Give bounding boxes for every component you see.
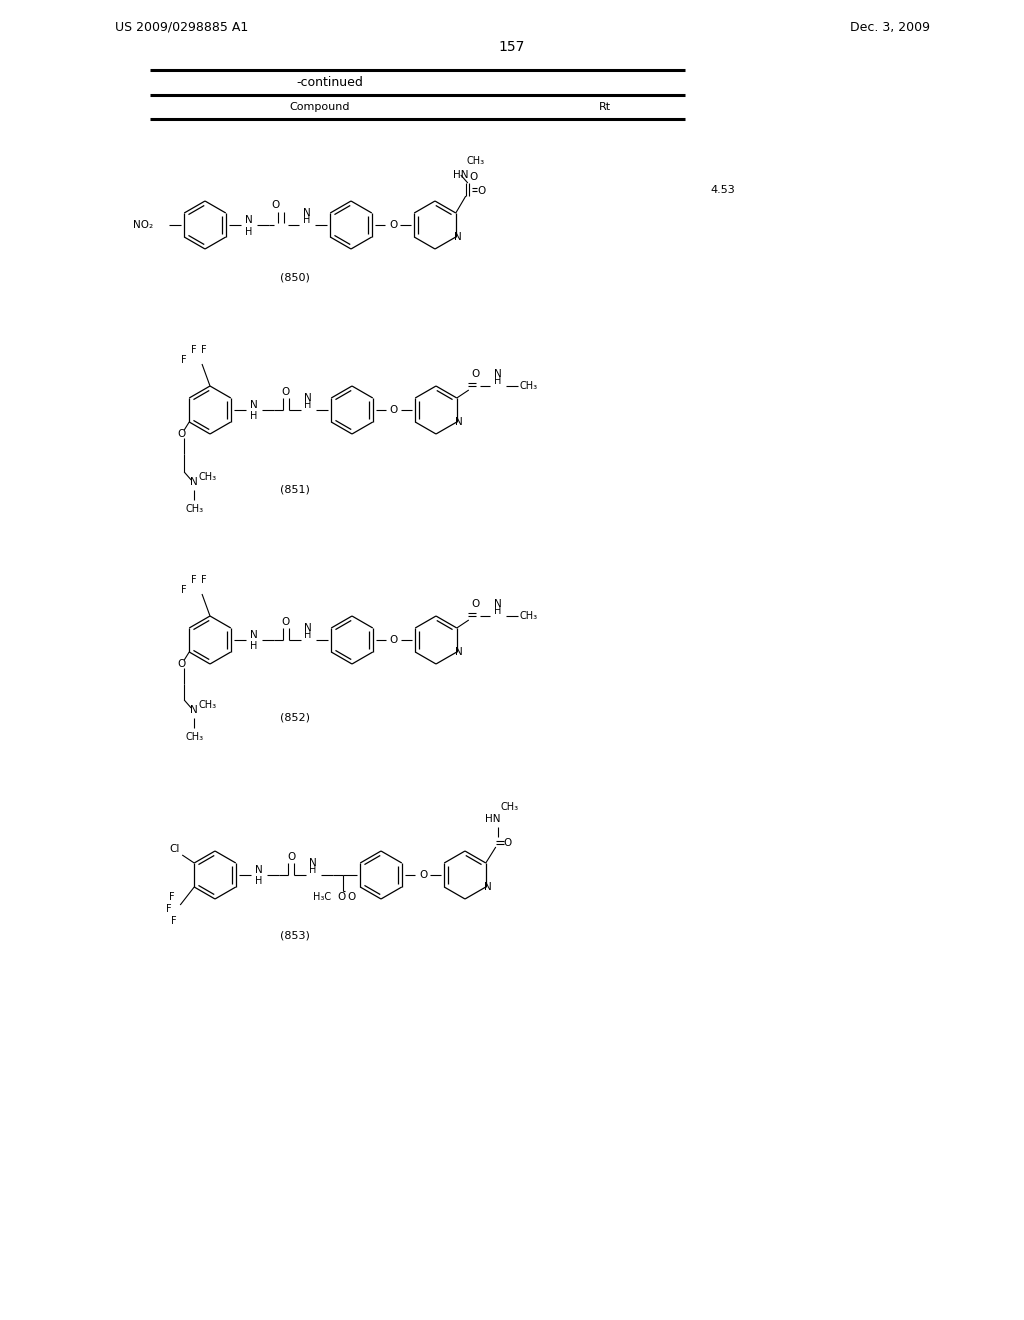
Text: N: N [255, 865, 263, 875]
Text: N: N [250, 630, 258, 640]
Text: CH₃: CH₃ [185, 504, 204, 513]
Text: H: H [309, 865, 316, 875]
Text: H: H [250, 411, 258, 421]
Text: O: O [389, 220, 397, 230]
Text: O: O [272, 201, 281, 210]
Text: O: O [177, 429, 185, 440]
Text: CH₃: CH₃ [199, 473, 216, 482]
Text: O: O [390, 635, 398, 645]
Text: CH₃: CH₃ [501, 803, 519, 812]
Text: F: F [191, 576, 197, 585]
Text: CH₃: CH₃ [520, 381, 538, 391]
Text: N: N [245, 215, 253, 224]
Text: H: H [303, 215, 310, 224]
Text: CH₃: CH₃ [199, 700, 216, 710]
Text: F: F [181, 585, 186, 595]
Text: F: F [201, 576, 207, 585]
Text: HN: HN [453, 170, 469, 180]
Text: H: H [255, 876, 263, 886]
Text: N: N [455, 647, 463, 657]
Text: O: O [337, 892, 345, 902]
Text: N: N [454, 232, 462, 242]
Text: NO₂: NO₂ [133, 220, 153, 230]
Text: H: H [304, 400, 311, 411]
Text: (850): (850) [280, 272, 310, 282]
Text: O: O [287, 851, 295, 862]
Text: O: O [470, 172, 478, 182]
Text: H₃C: H₃C [313, 892, 331, 902]
Text: 4.53: 4.53 [710, 185, 735, 195]
Text: N: N [455, 417, 463, 426]
Text: O: O [477, 186, 486, 195]
Text: -continued: -continued [297, 77, 364, 90]
Text: O: O [419, 870, 427, 880]
Text: F: F [201, 345, 207, 355]
Text: N: N [190, 705, 198, 715]
Text: O: O [390, 405, 398, 414]
Text: (852): (852) [280, 713, 310, 723]
Text: CH₃: CH₃ [467, 156, 484, 166]
Text: O: O [347, 892, 355, 902]
Text: 157: 157 [499, 40, 525, 54]
Text: N: N [484, 882, 492, 892]
Text: US 2009/0298885 A1: US 2009/0298885 A1 [115, 21, 248, 33]
Text: H: H [495, 376, 502, 385]
Text: N: N [494, 599, 502, 609]
Text: H: H [495, 606, 502, 616]
Text: Dec. 3, 2009: Dec. 3, 2009 [850, 21, 930, 33]
Text: F: F [181, 355, 186, 366]
Text: O: O [282, 616, 290, 627]
Text: N: N [190, 477, 198, 487]
Text: Cl: Cl [169, 843, 179, 854]
Text: F: F [169, 892, 175, 902]
Text: CH₃: CH₃ [520, 611, 538, 620]
Text: O: O [472, 370, 480, 379]
Text: HN: HN [485, 814, 501, 824]
Text: N: N [304, 393, 312, 403]
Text: N: N [309, 858, 316, 869]
Text: H: H [250, 642, 258, 651]
Text: (851): (851) [280, 484, 310, 495]
Text: O: O [177, 659, 185, 669]
Text: Compound: Compound [290, 102, 350, 112]
Text: N: N [303, 209, 311, 218]
Text: F: F [171, 916, 177, 927]
Text: N: N [304, 623, 312, 634]
Text: F: F [191, 345, 197, 355]
Text: O: O [472, 599, 480, 609]
Text: N: N [494, 370, 502, 379]
Text: H: H [246, 227, 253, 238]
Text: O: O [282, 387, 290, 397]
Text: H: H [304, 630, 311, 640]
Text: F: F [167, 904, 172, 913]
Text: CH₃: CH₃ [185, 733, 204, 742]
Text: (853): (853) [280, 931, 310, 940]
Text: O: O [504, 838, 512, 847]
Text: N: N [250, 400, 258, 411]
Text: Rt: Rt [599, 102, 611, 112]
